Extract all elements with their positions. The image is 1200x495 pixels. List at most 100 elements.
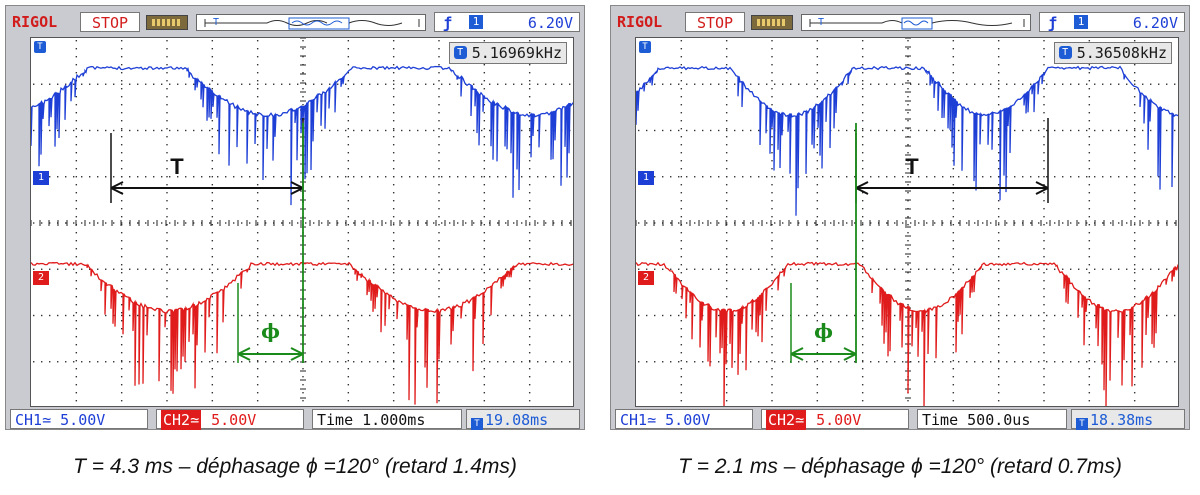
grid-dot bbox=[1043, 176, 1045, 178]
grid-dot bbox=[1043, 224, 1045, 226]
grid-dot bbox=[120, 232, 123, 234]
grid-dot bbox=[483, 208, 486, 210]
grid-dot bbox=[846, 129, 848, 132]
grid-dot bbox=[997, 160, 1000, 162]
grid-dot bbox=[347, 296, 350, 298]
grid-dot bbox=[742, 361, 744, 363]
grid-dot bbox=[233, 176, 235, 178]
trigger-delay: T 18.38ms bbox=[1071, 409, 1185, 430]
grid-dot bbox=[952, 88, 955, 90]
grid-dot bbox=[725, 80, 728, 82]
grid-dot bbox=[256, 80, 259, 82]
grid-dot bbox=[861, 40, 864, 42]
grid-dot bbox=[489, 176, 491, 178]
grid-dot bbox=[438, 376, 440, 378]
grid-dot bbox=[680, 120, 683, 122]
ch1-scale: CH1≃ 5.00V bbox=[615, 409, 753, 429]
grid-dot bbox=[75, 344, 78, 346]
ch2-level-icon: 2 bbox=[33, 271, 49, 285]
grid-dot bbox=[1043, 40, 1045, 42]
ch2-trace bbox=[636, 261, 1178, 406]
grid-dot bbox=[528, 304, 531, 306]
grid-dot bbox=[907, 264, 909, 266]
grid-dot bbox=[185, 176, 187, 178]
grid-dot bbox=[1030, 176, 1032, 178]
grid-dot bbox=[1086, 314, 1088, 317]
grid-dot bbox=[65, 268, 67, 270]
grid-dot bbox=[483, 272, 486, 274]
grid-dot bbox=[505, 314, 507, 317]
grid-dot bbox=[1088, 176, 1091, 178]
grid-dot bbox=[814, 222, 816, 224]
grid-dot bbox=[771, 56, 773, 58]
grid-dot bbox=[169, 361, 171, 363]
grid-dot bbox=[1054, 268, 1056, 270]
grid-dot bbox=[686, 176, 688, 178]
grid-dot bbox=[75, 104, 78, 106]
grid-dot bbox=[120, 128, 123, 130]
grid-dot bbox=[725, 192, 728, 194]
grid-dot bbox=[838, 176, 840, 178]
grid-dot bbox=[1043, 264, 1045, 266]
grid-dot bbox=[166, 96, 168, 98]
grid-dot bbox=[297, 222, 299, 224]
grid-dot bbox=[329, 83, 331, 85]
grid-dot bbox=[166, 168, 168, 170]
grid-dot bbox=[670, 314, 672, 317]
grid-dot bbox=[166, 248, 168, 250]
grid-dot bbox=[662, 268, 664, 270]
grid-dot bbox=[1110, 176, 1112, 178]
grid-dot bbox=[766, 176, 768, 178]
grid-dot bbox=[782, 176, 784, 178]
grid-dot bbox=[449, 129, 451, 132]
grid-dot bbox=[193, 268, 195, 270]
grid-dot bbox=[861, 120, 864, 122]
grid-dot bbox=[166, 176, 168, 178]
grid-dot bbox=[166, 224, 168, 226]
grid-dot bbox=[886, 83, 888, 85]
grid-dot bbox=[816, 256, 819, 258]
grid-dot bbox=[281, 268, 283, 270]
grid-dot bbox=[1133, 352, 1136, 354]
grid-dot bbox=[166, 112, 168, 114]
grid-dot bbox=[392, 360, 395, 362]
grid-dot bbox=[438, 360, 440, 362]
grid-dot bbox=[329, 176, 331, 178]
grid-dot bbox=[529, 268, 531, 270]
grid-dot bbox=[822, 268, 824, 270]
grid-dot bbox=[528, 64, 531, 66]
grid-dot bbox=[120, 384, 123, 386]
grid-dot bbox=[1166, 83, 1168, 85]
grid-dot bbox=[816, 200, 819, 202]
grid-dot bbox=[998, 176, 1000, 178]
waveform-overview-icon bbox=[809, 17, 1025, 30]
grid-dot bbox=[1133, 152, 1136, 154]
grid-dot bbox=[297, 268, 299, 270]
grid-dot bbox=[392, 376, 395, 378]
grid-dot bbox=[678, 314, 680, 317]
grid-dot bbox=[211, 48, 214, 50]
grid-dot bbox=[121, 83, 123, 85]
grid-dot bbox=[392, 120, 395, 122]
grid-dot bbox=[483, 120, 486, 122]
grid-dot bbox=[361, 268, 363, 270]
grid-dot bbox=[1088, 168, 1091, 170]
grid-dot bbox=[438, 176, 440, 178]
grid-dot bbox=[166, 272, 168, 274]
grid-dot bbox=[1088, 80, 1091, 82]
phase-arrow-head-right bbox=[843, 347, 857, 361]
grid-dot bbox=[438, 224, 440, 226]
delay-icon: T bbox=[471, 418, 483, 430]
grid-dot bbox=[377, 176, 379, 178]
grid-dot bbox=[433, 268, 435, 270]
grid-dot bbox=[725, 280, 728, 282]
grid-dot bbox=[438, 80, 440, 82]
grid-dot bbox=[505, 176, 507, 178]
grid-dot bbox=[211, 160, 214, 162]
grid-dot bbox=[838, 268, 840, 270]
grid-dot bbox=[225, 314, 227, 317]
grid-dot bbox=[369, 314, 371, 317]
grid-dot bbox=[256, 112, 259, 114]
grid-dot bbox=[950, 176, 952, 178]
